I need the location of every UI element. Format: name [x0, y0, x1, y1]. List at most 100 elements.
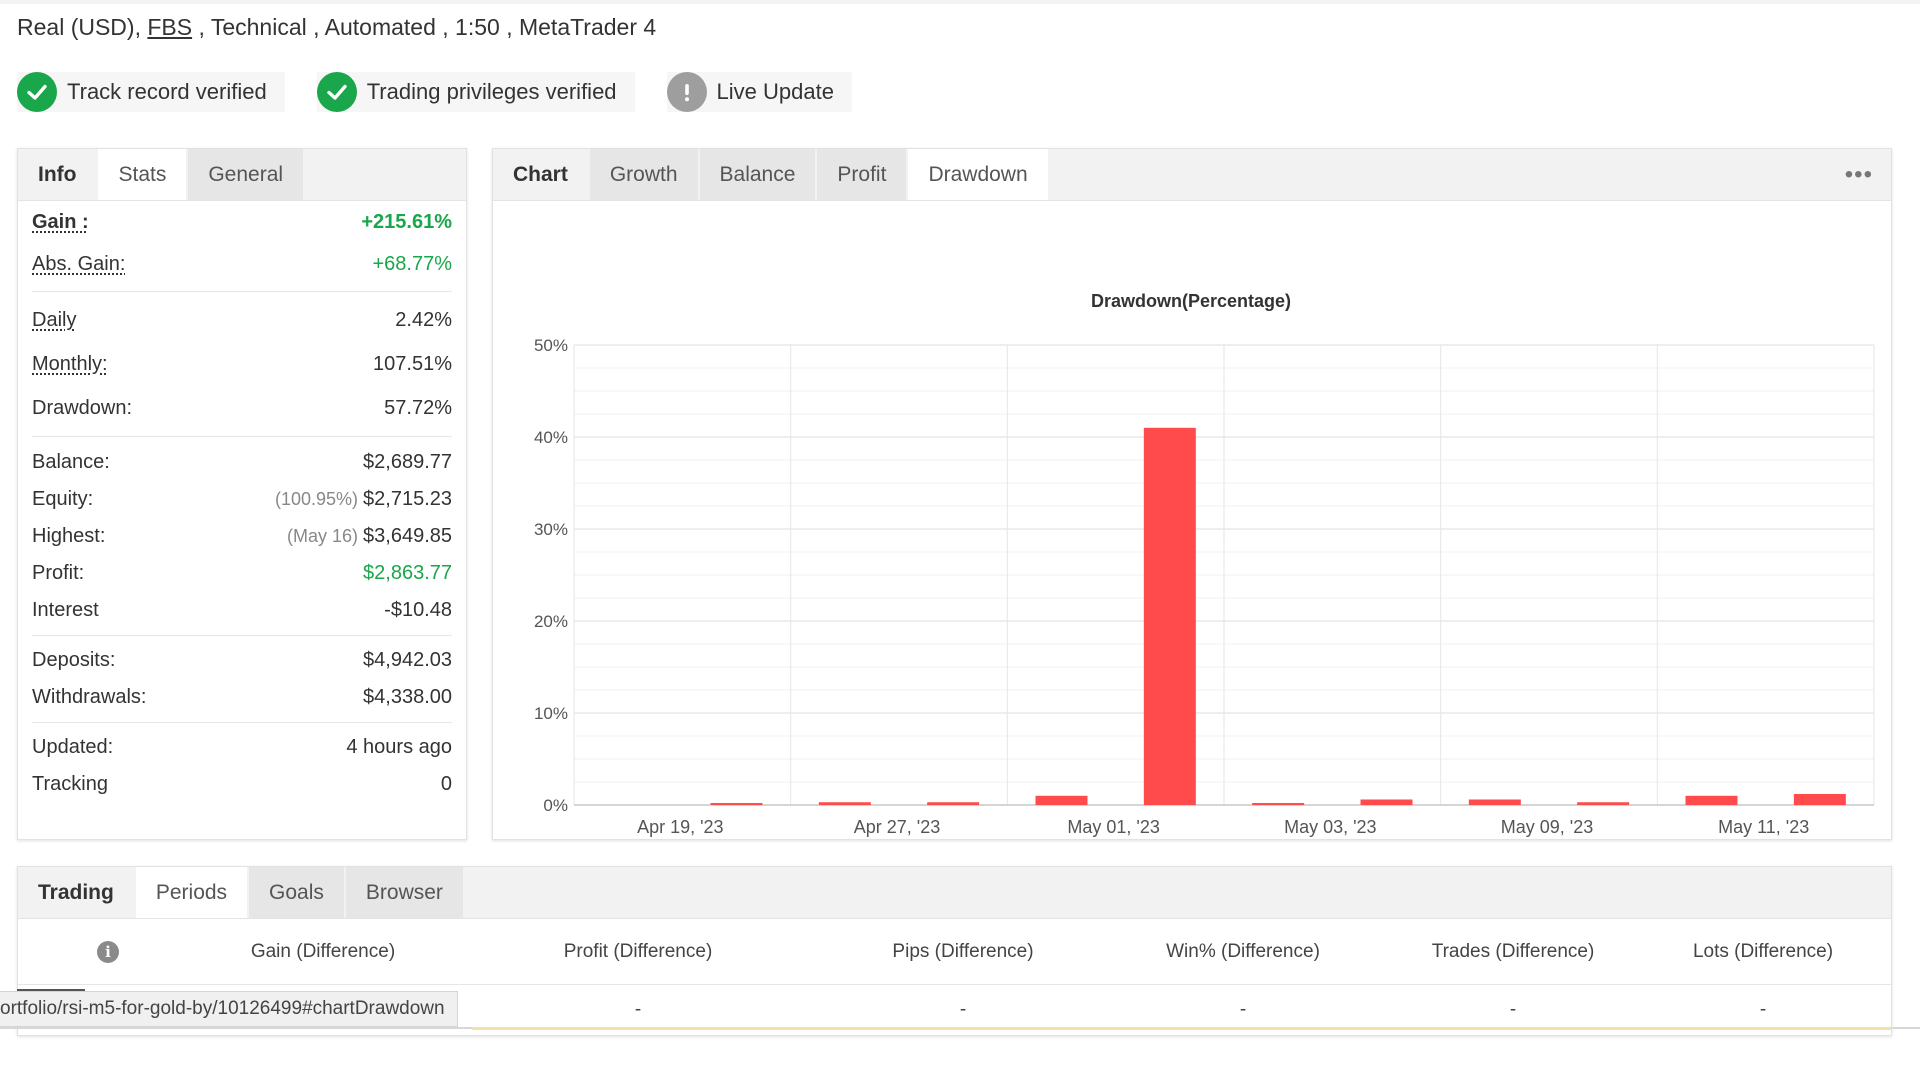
drawdown-row: Drawdown: 57.72% [32, 386, 452, 430]
y-tick-label: 30% [534, 520, 568, 539]
gain-value: +215.61% [361, 210, 452, 233]
divider [32, 291, 452, 292]
chart-title: Drawdown(Percentage) [1091, 291, 1291, 311]
gain-row: Gain : +215.61% [32, 201, 452, 243]
x-tick-label: May 11, '23 [1718, 817, 1809, 837]
tab-info[interactable]: Info [38, 162, 77, 186]
drawdown-bar[interactable] [1252, 803, 1305, 805]
deposits-label: Deposits: [32, 649, 116, 671]
drawdown-bar[interactable] [1143, 427, 1196, 805]
withdrawals-row: Withdrawals: $4,338.00 [32, 679, 452, 716]
drawdown-bar[interactable] [1468, 799, 1521, 805]
bottom-highlight [472, 1027, 1892, 1030]
info-cell: i [18, 940, 198, 963]
tracking-label: Tracking [32, 773, 108, 795]
header-lots[interactable]: Lots (Difference) [1692, 940, 1834, 962]
drawdown-bar[interactable] [710, 803, 763, 805]
profit-row: Profit: $2,863.77 [32, 555, 452, 592]
header-gain[interactable]: Gain (Difference) [250, 940, 396, 962]
profit-value: $2,863.77 [363, 562, 452, 584]
header-win[interactable]: Win% (Difference) [1166, 940, 1320, 962]
drawdown-bar[interactable] [1577, 802, 1630, 805]
divider [32, 722, 452, 723]
drawdown-chart: Drawdown(Percentage) 0% 10% 20% 30% 40% 50% A… [534, 291, 1875, 837]
tracking-value: 0 [440, 773, 452, 795]
header-pips[interactable]: Pips (Difference) [892, 940, 1034, 962]
tab-browser[interactable]: Browser [345, 867, 463, 918]
updated-value: 4 hours ago [346, 736, 452, 758]
x-tick-label: May 01, '23 [1067, 817, 1160, 837]
check-icon [316, 72, 357, 112]
interest-label: Interest [32, 599, 99, 621]
profit-label: Profit: [32, 562, 85, 584]
tab-periods[interactable]: Periods [135, 867, 248, 918]
tab-chart[interactable]: Chart [513, 162, 568, 186]
drawdown-bar[interactable] [818, 802, 871, 805]
status-bar-url: ortfolio/rsi-m5-for-gold-by/10126499#cha… [0, 991, 458, 1027]
tab-goals[interactable]: Goals [249, 867, 344, 918]
drawdown-bar[interactable] [927, 802, 980, 805]
info-icon[interactable]: i [97, 940, 119, 963]
account-summary: Real (USD), FBS , Technical , Automated … [17, 14, 656, 41]
drawdown-bar[interactable] [1035, 795, 1088, 805]
highest-row: Highest: (May 16) $3,649.85 [32, 518, 452, 555]
tab-drawdown[interactable]: Drawdown [908, 149, 1048, 200]
equity-value: $2,715.23 [363, 488, 452, 510]
chart-panel: Chart Growth Balance Profit Drawdown •••… [492, 148, 1892, 840]
daily-row: Daily 2.42% [32, 298, 452, 342]
chart-grid [573, 344, 1875, 806]
abs-gain-label[interactable]: Abs. Gain: [32, 252, 126, 275]
highest-date: (May 16) [287, 526, 359, 546]
monthly-value: 107.51% [373, 352, 452, 375]
more-options-icon[interactable]: ••• [1844, 161, 1873, 188]
tab-general[interactable]: General [188, 149, 304, 200]
track-record-badge[interactable]: Track record verified [17, 72, 285, 112]
tab-stats[interactable]: Stats [98, 149, 187, 200]
drawdown-bar[interactable] [1685, 795, 1738, 805]
trading-privileges-badge[interactable]: Trading privileges verified [316, 72, 635, 112]
highest-value: $3,649.85 [363, 525, 452, 547]
tab-profit[interactable]: Profit [817, 149, 907, 200]
gain-label[interactable]: Gain : [32, 210, 89, 233]
x-tick-label: May 03, '23 [1284, 817, 1377, 837]
verification-badges: Track record verified Trading privileges… [17, 72, 852, 112]
drawdown-value: 57.72% [384, 396, 452, 419]
divider [32, 436, 452, 437]
live-update-badge[interactable]: Live Update [666, 72, 852, 112]
trading-tabs: Trading Periods Goals Browser [18, 867, 1891, 919]
y-tick-label: 50% [534, 336, 568, 355]
account-details: , Technical , Automated , 1:50 , MetaTra… [192, 14, 657, 40]
y-tick-label: 20% [534, 612, 568, 631]
tab-balance[interactable]: Balance [699, 149, 816, 200]
top-border [0, 0, 1920, 4]
abs-gain-value: +68.77% [372, 252, 452, 275]
trading-panel: Trading Periods Goals Browser i Gain (Di… [17, 866, 1892, 1036]
header-profit[interactable]: Profit (Difference) [563, 940, 713, 962]
monthly-label[interactable]: Monthly: [32, 352, 108, 375]
abs-gain-row: Abs. Gain: +68.77% [32, 243, 452, 285]
exclamation-icon [666, 72, 707, 112]
interest-row: Interest -$10.48 [32, 592, 452, 629]
balance-label: Balance: [32, 450, 110, 473]
interest-value: -$10.48 [384, 599, 452, 621]
cell-win: - [1239, 999, 1247, 1020]
header-trades[interactable]: Trades (Difference) [1431, 940, 1595, 962]
drawdown-bar[interactable] [1793, 793, 1846, 805]
chart-bars [710, 427, 1846, 805]
x-tick-label: Apr 27, '23 [854, 817, 941, 837]
account-type: Real (USD), [17, 14, 141, 40]
monthly-row: Monthly: 107.51% [32, 342, 452, 386]
daily-value: 2.42% [395, 308, 452, 331]
tab-trading[interactable]: Trading [38, 880, 114, 904]
info-tabs: Info Stats General [18, 149, 466, 201]
deposits-value: $4,942.03 [363, 649, 452, 671]
tab-growth[interactable]: Growth [589, 149, 698, 200]
daily-label[interactable]: Daily [32, 308, 77, 331]
drawdown-bar[interactable] [1360, 799, 1413, 805]
broker-link[interactable]: FBS [147, 14, 193, 40]
info-panel: Info Stats General Gain : +215.61% Abs. … [17, 148, 467, 840]
badge-label: Track record verified [67, 79, 267, 104]
divider [32, 635, 452, 636]
y-axis-labels: 0% 10% 20% 30% 40% 50% [534, 336, 568, 815]
y-tick-label: 40% [534, 428, 568, 447]
